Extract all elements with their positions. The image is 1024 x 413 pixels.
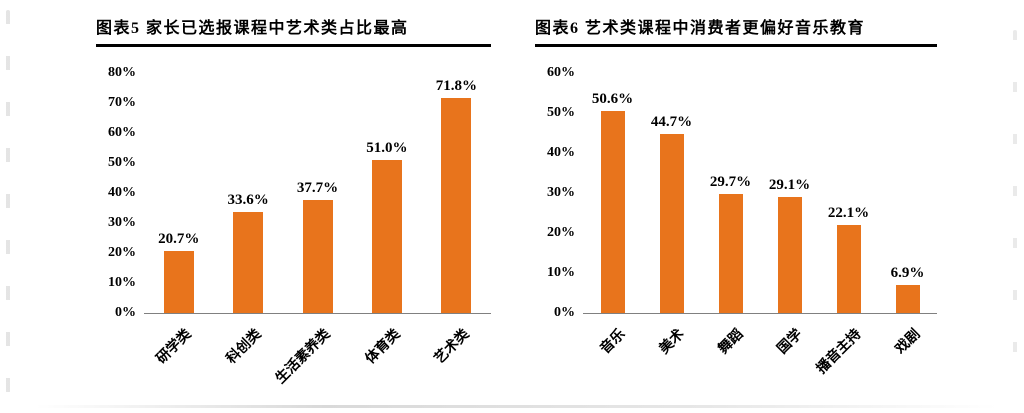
y-tick-label: 10% (547, 265, 575, 280)
y-tick-label: 20% (547, 225, 575, 240)
bar-slot: 71.8% (422, 78, 491, 313)
category-label-slot: 生活素养类 (274, 314, 352, 388)
bar-slot: 22.1% (819, 205, 878, 313)
category-label-slot: 体育类 (352, 314, 421, 388)
chart-figure-6: 图表6 艺术类课程中消费者更偏好音乐教育 60% 50% 40% 30% 20% 10% 0… (535, 14, 937, 388)
plot: 50.6% 44.7% 29.7% 29.1% 22.1% 6.9% (583, 73, 937, 314)
bar (302, 199, 333, 313)
y-tick-label: 60% (108, 125, 136, 140)
bar (371, 160, 402, 313)
y-tick-label: 10% (108, 275, 136, 290)
bar-slot: 50.6% (583, 91, 642, 313)
bar-slot: 29.1% (760, 177, 819, 313)
y-tick-label: 70% (108, 95, 136, 110)
category-label-slot: 播音主持 (814, 314, 878, 388)
y-tick-label: 20% (108, 245, 136, 260)
bar (233, 212, 264, 313)
y-tick-label: 30% (108, 215, 136, 230)
category-label: 播音主持 (814, 326, 865, 378)
category-label: 音乐 (597, 326, 629, 358)
scan-artifact-bottom (36, 405, 998, 408)
y-tick-label: 60% (547, 65, 575, 80)
y-tick-label: 30% (547, 185, 575, 200)
bar (659, 134, 684, 313)
category-label: 舞蹈 (715, 326, 747, 358)
bar (163, 250, 194, 313)
category-label-slot: 音乐 (583, 314, 642, 388)
category-label: 国学 (774, 326, 806, 358)
category-label-slot: 国学 (760, 314, 819, 388)
y-tick-label: 40% (108, 185, 136, 200)
y-tick-label: 50% (547, 105, 575, 120)
bar-slot: 51.0% (352, 140, 421, 313)
category-label: 研学类 (154, 326, 195, 368)
category-label-slot: 艺术类 (422, 314, 491, 388)
bar (836, 224, 861, 313)
bar (441, 97, 472, 313)
bar (895, 285, 920, 313)
bar-value-label: 33.6% (227, 192, 269, 209)
charts-row: 图表5 家长已选报课程中艺术类占比最高 80% 70% 60% 50% 40% 30% 20… (96, 14, 937, 388)
category-label: 体育类 (362, 326, 404, 368)
bar (600, 110, 625, 313)
bar-value-label: 22.1% (827, 204, 870, 221)
bar-value-label: 44.7% (650, 114, 693, 131)
bar-value-label: 51.0% (366, 140, 408, 156)
bar-slot: 37.7% (283, 180, 352, 313)
x-axis-labels: 音乐 美术 舞蹈 国学 播音主持 戏剧 (583, 314, 937, 388)
category-label: 科创类 (224, 326, 265, 368)
chart-figure-5: 图表5 家长已选报课程中艺术类占比最高 80% 70% 60% 50% 40% 30% 20… (96, 14, 491, 388)
category-label-slot: 美术 (642, 314, 701, 388)
category-label-slot: 科创类 (213, 314, 282, 388)
bar (718, 194, 743, 313)
category-label: 戏剧 (892, 326, 924, 358)
bar-value-label: 37.7% (296, 179, 339, 196)
bar-value-label: 50.6% (591, 90, 634, 107)
scan-artifact-left (6, 10, 10, 393)
bar-slot: 29.7% (701, 174, 760, 313)
bar-value-label: 29.7% (709, 174, 752, 191)
bar-slot: 6.9% (878, 265, 937, 313)
bar-value-label: 20.7% (158, 230, 200, 247)
plot-area: 20.7% 33.6% 37.7% 51.0% 71.8% 研学类 科创类 生活素养类 体育类艺… (144, 73, 491, 388)
bar-value-label: 29.1% (768, 176, 811, 193)
scan-artifact-right (1013, 30, 1017, 373)
category-label-slot: 研学类 (144, 314, 213, 388)
chart-title-figure-6: 图表6 艺术类课程中消费者更偏好音乐教育 (535, 14, 937, 47)
x-axis-labels: 研学类 科创类 生活素养类 体育类 艺术类 (144, 314, 491, 388)
chart-title-figure-5: 图表5 家长已选报课程中艺术类占比最高 (96, 14, 491, 47)
bar-slot: 20.7% (144, 231, 213, 313)
y-axis: 80% 70% 60% 50% 40% 30% 20% 10% 0% (96, 65, 144, 320)
category-label: 艺术类 (432, 326, 473, 368)
y-tick-label: 50% (108, 155, 136, 170)
bar-chart-figure-6: 60% 50% 40% 30% 20% 10% 0% 50.6% 44.7% 29.7% 29.1%… (535, 65, 937, 388)
y-tick-label: 80% (108, 65, 136, 80)
bar-chart-figure-5: 80% 70% 60% 50% 40% 30% 20% 10% 0% 20.7% 33.6% 37.7… (96, 65, 491, 388)
bar-slot: 33.6% (213, 192, 282, 313)
y-tick-label: 0% (554, 305, 575, 320)
y-tick-label: 0% (115, 305, 136, 320)
plot-area: 50.6% 44.7% 29.7% 29.1% 22.1% 6.9% 音乐 美术 舞蹈 国学 播音主… (583, 73, 937, 388)
category-label-slot: 戏剧 (878, 314, 937, 388)
bar-value-label: 6.9% (890, 265, 925, 282)
category-label-slot: 舞蹈 (701, 314, 760, 388)
bar-value-label: 71.8% (435, 77, 477, 94)
bar-slot: 44.7% (642, 114, 701, 313)
plot: 20.7% 33.6% 37.7% 51.0% 71.8% (144, 73, 491, 314)
category-label: 美术 (656, 326, 688, 358)
y-axis: 60% 50% 40% 30% 20% 10% 0% (535, 65, 583, 320)
y-tick-label: 40% (547, 145, 575, 160)
bar (777, 196, 802, 313)
